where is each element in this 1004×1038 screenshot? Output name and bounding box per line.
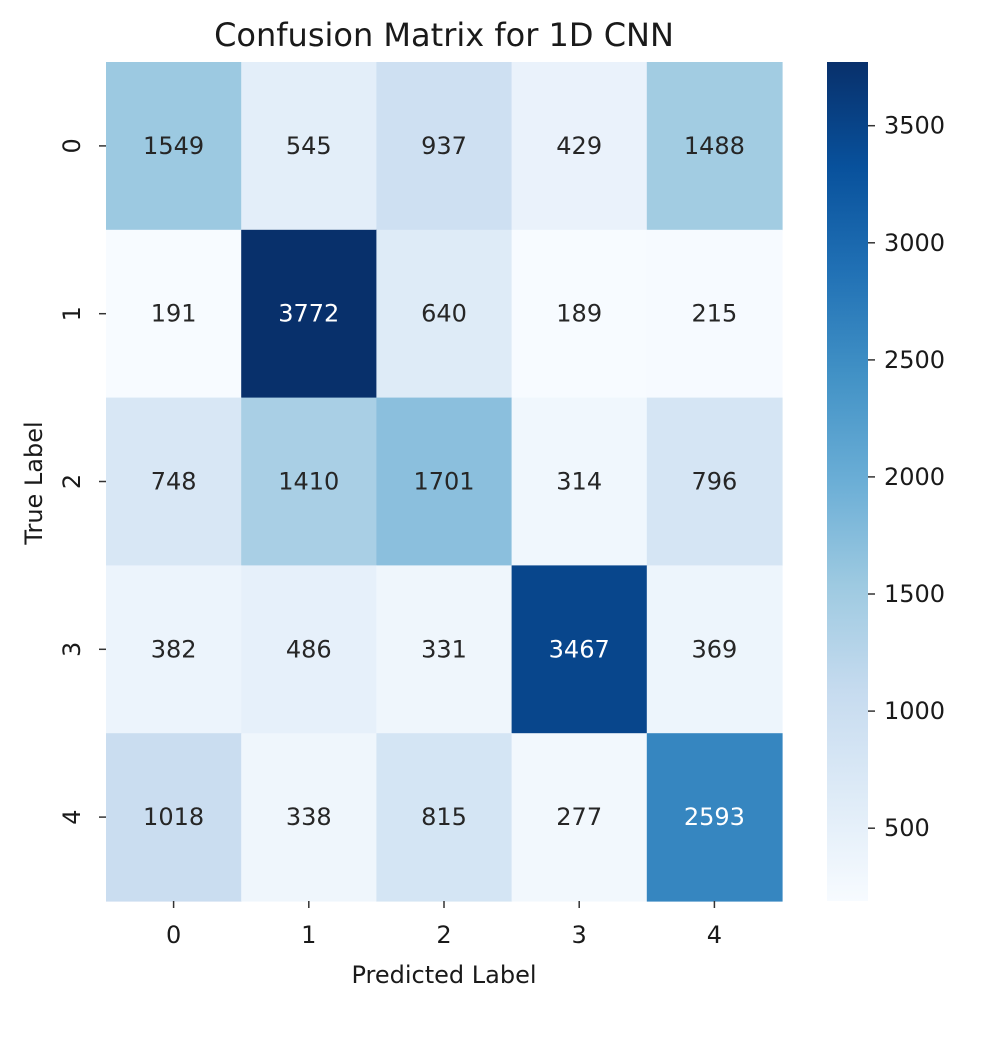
heatmap-cell: [511, 397, 648, 566]
heatmap-cells: 1549 545 937 429 1488 191 3772 640 189 215 748 1410…: [106, 62, 783, 902]
y-tick-label: 4: [58, 809, 86, 824]
heatmap-cell: [646, 565, 783, 734]
cell-value-label: 314: [556, 468, 602, 496]
heatmap-cell: [646, 62, 783, 231]
heatmap-cell: [646, 229, 783, 399]
heatmap-cell: [646, 397, 783, 566]
heatmap-cell: [511, 565, 648, 734]
cell-value-label: 429: [556, 132, 602, 160]
cell-value-label: 277: [556, 803, 602, 831]
colorbar-tick-label: 2500: [884, 346, 945, 374]
heatmap-cell: [106, 62, 242, 231]
heatmap-cell: [106, 397, 242, 566]
cell-value-label: 1549: [143, 132, 204, 160]
x-tick-label: 0: [166, 921, 181, 949]
heatmap-cell: [376, 62, 513, 231]
x-tick-label: 4: [707, 921, 722, 949]
cell-value-label: 3772: [278, 300, 339, 328]
heatmap-cell: [241, 229, 377, 399]
cell-value-label: 2593: [684, 803, 745, 831]
cell-value-label: 640: [421, 300, 467, 328]
y-tick-label: 1: [58, 306, 86, 321]
heatmap-cell: [376, 229, 513, 399]
heatmap-cell: [511, 62, 648, 231]
cell-value-label: 382: [151, 635, 197, 663]
y-tick-label: 2: [58, 474, 86, 489]
cell-value-label: 937: [421, 132, 467, 160]
heatmap-cell: [376, 397, 513, 566]
cell-value-label: 1488: [684, 132, 745, 160]
y-tick-label: 0: [58, 138, 86, 153]
heatmap-cell: [241, 62, 377, 231]
colorbar-tick-label: 3000: [884, 229, 945, 257]
cell-value-label: 486: [286, 635, 332, 663]
cell-value-label: 796: [691, 468, 737, 496]
heatmap-cell: [106, 229, 242, 399]
y-axis-ticks: 0 1 2 3 4: [58, 138, 106, 825]
heatmap-cell: [241, 397, 377, 566]
cell-value-label: 815: [421, 803, 467, 831]
x-tick-label: 1: [301, 921, 316, 949]
x-axis-ticks: 0 1 2 3 4: [166, 901, 722, 949]
colorbar-tick-label: 1500: [884, 580, 945, 608]
colorbar-ticks: 500 1000 1500 2000 2500 3000 3500: [868, 112, 945, 842]
colorbar-tick-label: 1000: [884, 697, 945, 725]
x-tick-label: 3: [572, 921, 587, 949]
heatmap-cell: [511, 733, 648, 902]
colorbar-tick-label: 500: [884, 814, 930, 842]
cell-value-label: 338: [286, 803, 332, 831]
heatmap-cell: [241, 733, 377, 902]
cell-value-label: 331: [421, 635, 467, 663]
cell-value-label: 3467: [549, 635, 610, 663]
x-axis-label: Predicted Label: [351, 961, 536, 989]
colorbar-tick-label: 2000: [884, 463, 945, 491]
x-tick-label: 2: [436, 921, 451, 949]
y-axis-label: True Label: [20, 421, 48, 545]
colorbar-tick-label: 3500: [884, 112, 945, 140]
heatmap-cell: [376, 565, 513, 734]
cell-value-label: 1410: [278, 468, 339, 496]
y-tick-label: 3: [58, 642, 86, 657]
cell-value-label: 189: [556, 300, 602, 328]
heatmap-cell: [241, 565, 377, 734]
cell-value-label: 369: [691, 635, 737, 663]
heatmap-cell: [106, 733, 242, 902]
colorbar: [827, 62, 868, 901]
heatmap-cell: [646, 733, 783, 902]
cell-value-label: 1018: [143, 803, 204, 831]
heatmap-cell: [106, 565, 242, 734]
cell-value-label: 1701: [413, 468, 474, 496]
cell-value-label: 545: [286, 132, 332, 160]
chart-title: Confusion Matrix for 1D CNN: [214, 16, 674, 54]
heatmap-cell: [511, 229, 648, 399]
heatmap-cell: [376, 733, 513, 902]
cell-value-label: 215: [691, 300, 737, 328]
cell-value-label: 748: [151, 468, 197, 496]
cell-value-label: 191: [151, 300, 197, 328]
